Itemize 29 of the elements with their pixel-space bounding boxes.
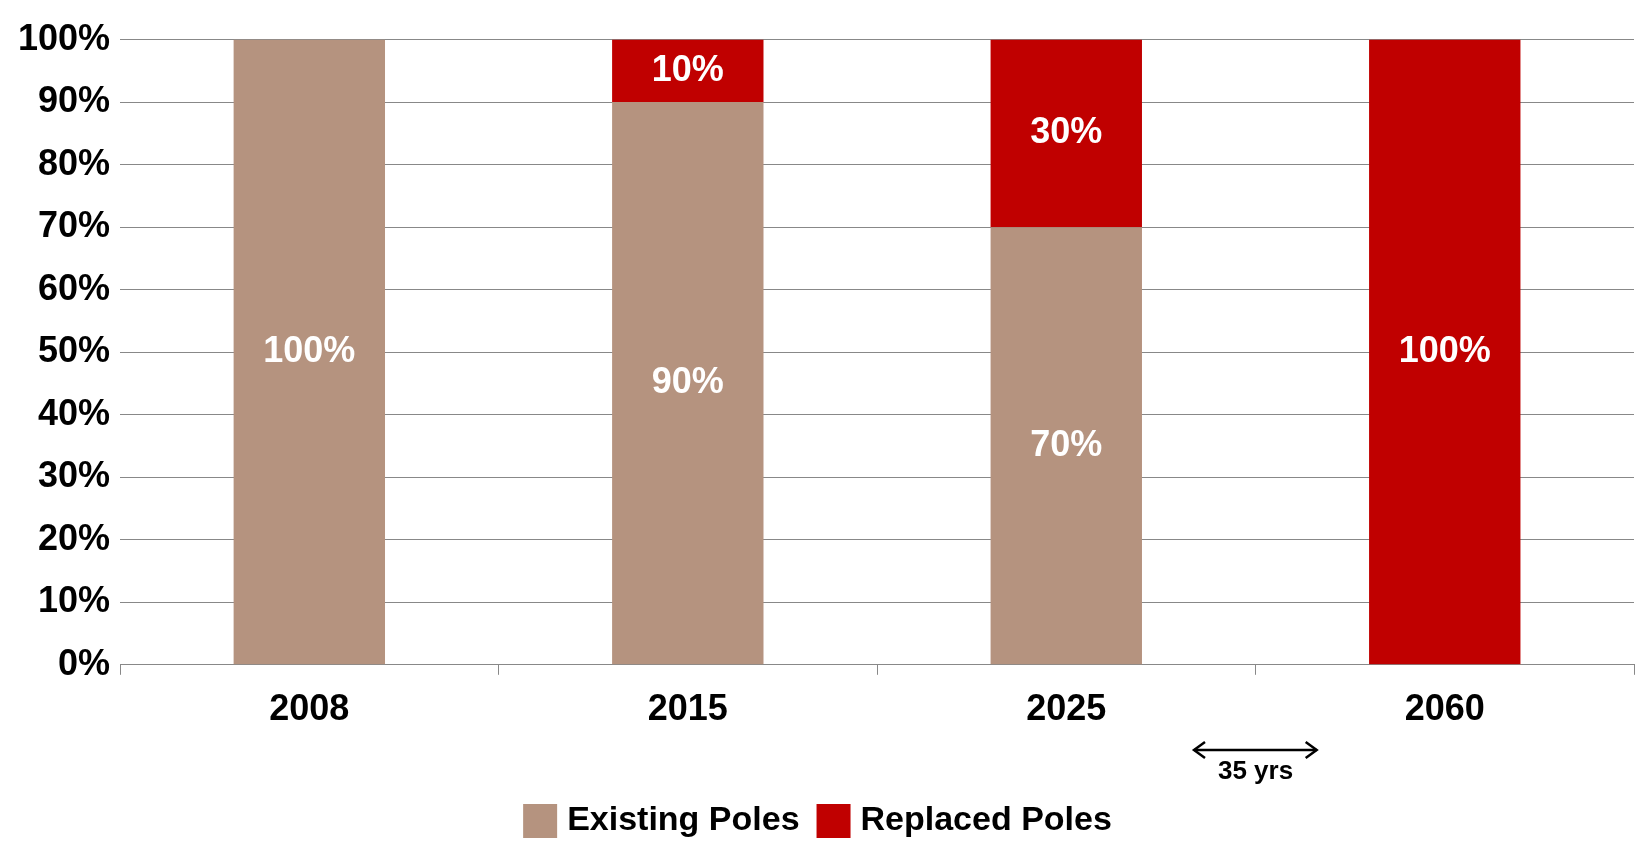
- bar: [1369, 39, 1521, 665]
- y-tick-label: 30%: [38, 454, 111, 496]
- y-tick-label: 10%: [38, 579, 111, 621]
- bar: [233, 39, 386, 665]
- data-label: 30%: [1030, 110, 1103, 152]
- data-label: 100%: [263, 328, 356, 370]
- y-tick-label: 50%: [38, 329, 111, 371]
- legend-label: Existing Poles: [567, 799, 800, 838]
- bar: [990, 227, 1142, 665]
- data-label: 10%: [651, 47, 724, 89]
- data-label: 100%: [1398, 328, 1491, 370]
- x-tick-label: 2008: [269, 687, 350, 729]
- y-tick-label: 70%: [38, 204, 111, 246]
- bar: [990, 39, 1142, 228]
- x-tick-label: 2025: [1026, 687, 1107, 729]
- y-tick-label: 80%: [38, 141, 111, 183]
- data-label: 70%: [1030, 422, 1103, 464]
- y-tick-label: 100%: [18, 16, 111, 58]
- y-tick-label: 20%: [38, 516, 111, 558]
- y-tick-label: 60%: [38, 266, 111, 308]
- legend-label: Replaced Poles: [860, 799, 1112, 838]
- y-tick-label: 0%: [58, 641, 111, 683]
- y-tick-label: 40%: [38, 391, 111, 433]
- x-tick-label: 2015: [647, 687, 728, 729]
- y-tick-label: 90%: [38, 79, 111, 121]
- bar: [612, 102, 764, 665]
- text: 35 yrs: [1217, 755, 1294, 786]
- data-label: 90%: [651, 360, 724, 402]
- x-tick-label: 2060: [1404, 687, 1485, 729]
